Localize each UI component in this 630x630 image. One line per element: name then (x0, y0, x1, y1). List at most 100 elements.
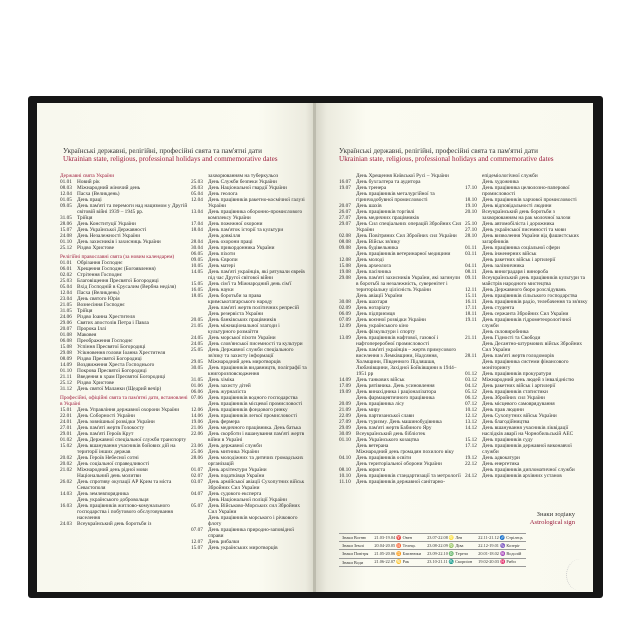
entry-title: День молоді (356, 257, 384, 263)
entry-date: 12.07 (191, 539, 203, 545)
entry-title: День вшанування учасників бойових дій на… (77, 443, 176, 455)
entry-title: День Гідності та Свободи (482, 335, 541, 341)
date-entry: 23.06 День державної служби (191, 443, 308, 449)
date-entry: 31.05 День хіміка (191, 377, 308, 383)
entry-date: 07.09 (339, 317, 351, 323)
entry-title: День журналіста (208, 389, 246, 395)
date-entry: 31.05 Трійця (60, 308, 188, 314)
entry-date: 02.08 (339, 233, 351, 239)
entry-title: День Державної служби спеціального зв'яз… (208, 347, 294, 359)
entry-title: День соціальної справедливості (77, 461, 150, 467)
heading-ua: Українські державні, релігійні, професій… (339, 147, 538, 155)
entry-date: 25.12 (60, 380, 72, 386)
entry-title: День захисту дітей (208, 383, 251, 389)
date-entry: 26.07 День працівників торгівлі (339, 209, 462, 215)
date-entry: 08.08 День Військ зв'язку (339, 239, 462, 245)
date-entry: захворюванням на туберкульоз (191, 173, 308, 179)
entry-title: Міжнародний жіночий день (77, 185, 141, 191)
entry-date: 03.07 (191, 479, 203, 485)
date-entry: 08.11 День виноградаря і винороба (465, 269, 589, 275)
entry-title: захворюванням на туберкульоз (208, 173, 279, 179)
date-entry: 22.12 День енергетика (465, 461, 589, 467)
date-entry: 20.07 Пророка Іллі (60, 326, 188, 332)
entry-date: 09.05 (191, 257, 203, 263)
date-entry: 25.06 День митника України (191, 449, 308, 455)
entry-date: 07.06 (191, 395, 203, 401)
entry-date: 12.08 (339, 257, 351, 263)
entry-title: День фізкультури і спорту (356, 329, 416, 335)
date-entry: День працівників ветеринарної медицини (339, 251, 462, 257)
date-entry: 14.09 Воздвиження Хреста Господнього (60, 362, 188, 368)
entry-date: 14.09 (339, 377, 351, 383)
date-entry: 15.07 День Української Державності (60, 227, 188, 233)
date-entry: 06.01 Хрещення Господнє (Богоявлення) (60, 266, 188, 272)
entry-title: День енергетика (482, 461, 520, 467)
entry-title: Національний день молитви (77, 473, 141, 479)
date-entry: 25.05 День Державної служби спеціального … (191, 347, 308, 359)
entry-title: День святого Юрія (77, 296, 120, 302)
entry-title: День працівників видавництв, поліграфії … (208, 365, 307, 377)
entry-date: 06.01 (60, 266, 72, 272)
date-entry: 01.06 День захисту дітей (191, 383, 308, 389)
entry-date: 20.10 (465, 209, 477, 215)
entry-date: 15.05 (191, 281, 203, 287)
entry-title: Пророка Іллі (77, 326, 107, 332)
entry-date: 25.12 (60, 245, 72, 251)
date-entry: 15.05 День сім'ї та Міжнародний день сім'… (191, 281, 308, 287)
entry-title: День працівників фондового ринку (208, 407, 288, 413)
entry-date: 24.05 (191, 341, 203, 347)
entry-date: 21.11 (60, 374, 72, 380)
entry-title: Різдво Христове (77, 245, 114, 251)
entry-date: 20.02 (60, 455, 72, 461)
entry-title: День ракетних військ і артилерії (482, 257, 556, 263)
entry-title: День працівників морського і річкового ф… (208, 515, 298, 527)
entry-date: 29.05 (191, 359, 203, 365)
date-entry: 12.07 День рибалки (191, 539, 308, 545)
date-entry: 28.06 День Конституції України (60, 221, 188, 227)
date-entry: 14.06 День працівників легкої промисловос… (191, 413, 308, 419)
entry-date: 22.09 (339, 413, 351, 419)
entry-title: День працівників харчової промисловості (482, 197, 577, 203)
left-column-1: Державні свята України 01.01 Новий рік 08.0… (60, 173, 188, 527)
date-entry: 12.04 Пасха (Великдень) (60, 191, 188, 197)
entry-title: День визволення України від фашистських … (482, 233, 580, 245)
date-entry: День фармацевтичного працівника (339, 395, 462, 401)
entry-title: День пожежної охорони (208, 221, 263, 227)
entry-date: 15.08 (60, 344, 72, 350)
date-entry: 15.12 День працівників суду (465, 437, 589, 443)
entry-date: 21.09 (339, 407, 351, 413)
date-entry: 01.10 Покрова Пресвятої Богородиці (60, 368, 188, 374)
date-entry: 01.12 День працівників прокуратури (465, 371, 589, 377)
entry-title: День студента (482, 305, 515, 311)
entry-title: День працівників водного господарства (208, 395, 298, 401)
entry-title: День підприємця (356, 311, 395, 317)
entry-title: День працівника соціальної сфери (482, 245, 560, 251)
entry-title: День Служби безпеки України (208, 179, 277, 185)
date-entry: 10.12 День прав людини (465, 407, 589, 413)
entry-date: 11.10 (339, 479, 351, 485)
entry-title: День Збройних сил України (482, 395, 545, 401)
entry-date: 16.11 (465, 299, 477, 305)
entry-date: 15.07 (60, 227, 72, 233)
date-entry: 24.12 День працівників архівних установ (465, 473, 589, 479)
entry-date: 12.12 (465, 413, 477, 419)
entry-date: 15.01 (60, 407, 72, 413)
date-entry: День Національної поліції України (191, 497, 308, 503)
entry-date: 01.05 (60, 197, 72, 203)
right-column-1: День Хрещення Київської Русі – України 16… (339, 173, 462, 485)
entry-title: День судового експерта (208, 491, 262, 497)
entry-date: 10.12 (465, 407, 477, 413)
entry-title: Святих апостолів Петра і Павла (77, 320, 149, 326)
entry-title: епідеміологічної служби (482, 173, 538, 179)
entry-title: День Національної поліції України (208, 497, 287, 503)
entry-title: День скловиробника (482, 329, 529, 335)
date-entry: 18.10 День працівників харчової промислов… (465, 197, 589, 203)
entry-title: День працівників державної санітарно- (356, 479, 445, 485)
entry-title: День ракетних військ і артилерії (482, 383, 556, 389)
entry-date: 27.10 (465, 227, 477, 233)
entry-title: День вшанування учасників ліквідації нас… (482, 425, 574, 437)
date-entry: 01.10 День захисників і захисниць України (60, 239, 188, 245)
entry-date (465, 359, 482, 371)
entry-date: 31.05 (60, 308, 72, 314)
entry-date: 21.05 (191, 323, 203, 329)
